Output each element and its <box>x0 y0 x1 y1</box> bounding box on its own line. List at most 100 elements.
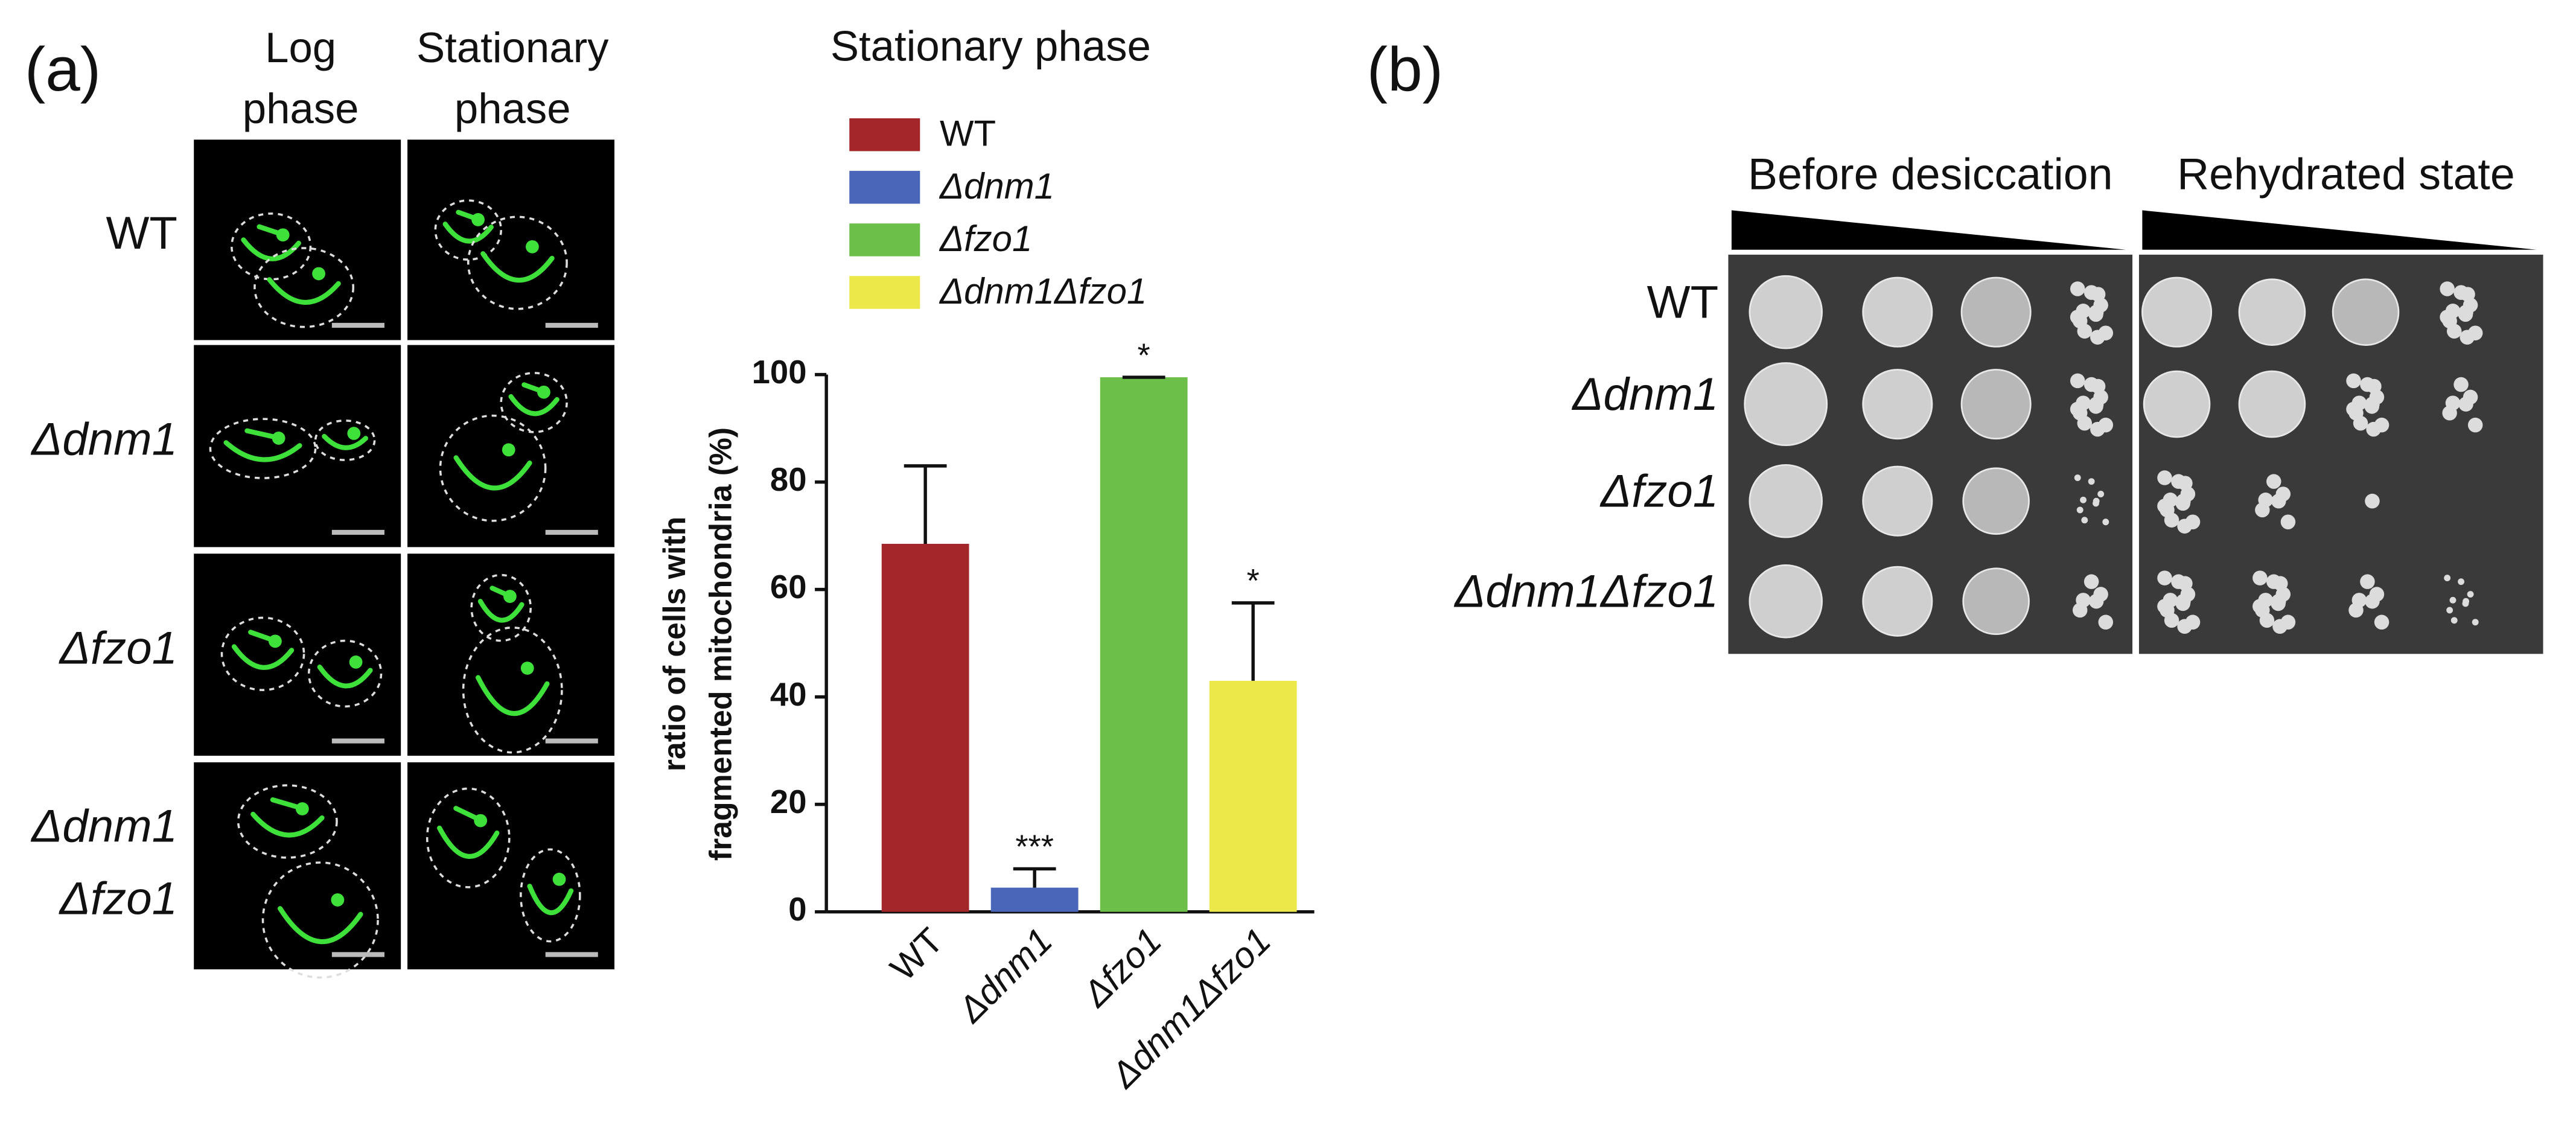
cell-outline <box>237 784 338 859</box>
column-header: Rehydrated state <box>2177 148 2515 199</box>
spot <box>1749 464 1823 538</box>
colony <box>2164 512 2179 528</box>
spot <box>2141 276 2213 348</box>
bar <box>1209 680 1297 912</box>
colony <box>2164 613 2179 628</box>
significance: *** <box>1015 828 1054 865</box>
mitochondria <box>476 675 550 716</box>
colony <box>2076 593 2091 608</box>
colony <box>2440 281 2455 296</box>
row-label: Δfzo1 <box>1599 465 1718 517</box>
colony <box>2353 415 2368 431</box>
colony <box>2070 401 2085 417</box>
cell-outline <box>253 247 355 328</box>
colony <box>2088 307 2103 322</box>
cell-outline <box>209 418 317 479</box>
panel-label: (a) <box>25 34 101 104</box>
colony <box>2258 493 2273 508</box>
colony <box>2259 613 2275 628</box>
micrograph <box>407 762 615 969</box>
colony <box>2157 599 2172 614</box>
spot <box>2238 278 2306 346</box>
legend-swatch <box>849 223 920 257</box>
spot <box>2143 370 2211 438</box>
colony <box>2080 496 2087 503</box>
colony <box>2178 576 2193 591</box>
y-tick-label: 0 <box>788 891 806 928</box>
micrograph <box>194 553 401 756</box>
chart-title: Stationary phase <box>831 22 1151 69</box>
x-tick-label: WT <box>882 920 951 988</box>
colony <box>2081 517 2088 524</box>
cell-outline <box>220 616 305 691</box>
colony <box>2273 576 2288 591</box>
legend-swatch <box>849 171 920 204</box>
colony <box>2070 373 2085 389</box>
x-tick-label: Δdnm1 <box>949 920 1060 1030</box>
colony <box>2102 518 2109 526</box>
colony <box>2090 287 2106 302</box>
bar <box>881 543 969 912</box>
colony <box>2445 395 2461 410</box>
colony <box>2369 587 2385 602</box>
y-tick-label: 60 <box>770 569 807 605</box>
row-label: Δdnm1 <box>30 414 177 465</box>
mitochondria <box>437 806 500 859</box>
colony <box>2175 596 2191 611</box>
mitochondria <box>322 433 369 450</box>
mitochondria <box>537 385 550 399</box>
colony <box>2177 619 2192 634</box>
dilution-wedge <box>1731 210 2126 250</box>
colony <box>2157 570 2172 585</box>
dilution-wedge <box>2142 210 2537 250</box>
colony <box>2088 399 2103 414</box>
colony <box>2280 514 2296 529</box>
colony <box>2458 307 2473 322</box>
colony <box>2090 378 2106 394</box>
colony <box>2460 287 2475 302</box>
colony <box>2157 470 2172 485</box>
spot <box>2238 370 2306 438</box>
x-tick-label: Δfzo1 <box>1074 920 1169 1015</box>
mitochondria <box>480 251 555 283</box>
row-label: Δdnm1Δfzo1 <box>1453 566 1718 617</box>
cell-outline <box>462 627 563 754</box>
column-header: Stationary <box>416 24 609 71</box>
spot <box>1862 566 1933 637</box>
colony <box>2077 324 2093 339</box>
y-tick-label: 80 <box>770 461 807 498</box>
micrograph <box>194 139 401 340</box>
legend-label: Δfzo1 <box>939 219 1032 259</box>
column-header: Before desiccation <box>1748 148 2113 199</box>
spot <box>1862 276 1933 348</box>
row-label: Δfzo1 <box>59 622 177 674</box>
colony <box>2252 570 2268 585</box>
mitochondria <box>520 662 534 675</box>
legend-swatch <box>849 276 920 309</box>
colony <box>2467 417 2483 433</box>
colony <box>2453 377 2469 392</box>
mitochondria <box>503 590 517 603</box>
colony <box>2450 617 2458 624</box>
colony <box>2093 587 2108 602</box>
colony <box>2472 619 2479 626</box>
colony <box>2462 600 2469 607</box>
row-label: WT <box>106 208 177 259</box>
colony <box>2271 596 2286 611</box>
colony <box>2074 474 2081 481</box>
mitochondria <box>471 213 485 226</box>
cell-outline <box>231 212 312 281</box>
legend-label: Δdnm1Δfzo1 <box>939 271 1147 311</box>
colony <box>2467 591 2474 598</box>
colony <box>2093 500 2099 507</box>
mitochondria <box>295 802 309 815</box>
colony <box>2366 421 2381 437</box>
mitochondria <box>347 427 361 440</box>
mitochondria <box>331 893 345 907</box>
cell-outline <box>467 215 568 310</box>
colony <box>2272 619 2287 634</box>
micrograph <box>194 762 401 969</box>
row-label: Δdnm1 <box>1571 369 1718 420</box>
cell-outline <box>439 414 547 522</box>
